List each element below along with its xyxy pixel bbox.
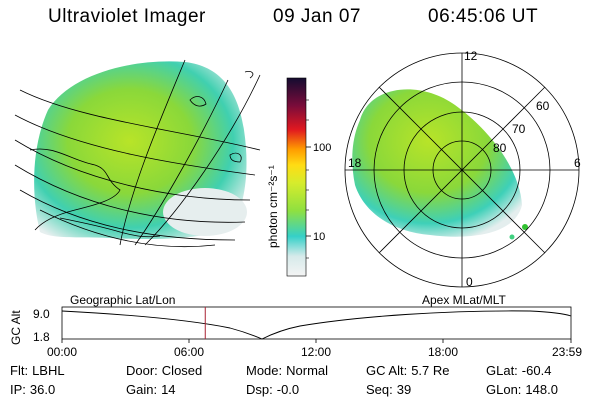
lat-label-60: 60: [536, 99, 550, 113]
timeline-x-tick-0000: 00:00: [47, 345, 77, 359]
geographic-image: [14, 59, 261, 248]
status-gain: Gain: 14: [126, 382, 176, 397]
observation-date: 09 Jan 07: [273, 6, 361, 27]
status-ip: IP: 36.0: [10, 382, 56, 397]
colorbar-tick-100: 100: [313, 142, 331, 154]
status-gc-alt: GC Alt: 5.7 Re: [366, 363, 450, 378]
colorbar-unit-label: photon cm⁻²s⁻¹: [266, 165, 280, 248]
timeline-y-tick-low: 1.8: [33, 330, 50, 344]
timeline-y-axis-label: GC Alt: [9, 310, 23, 345]
colorbar: 100 10 photon cm⁻²s⁻¹: [266, 77, 331, 277]
mlt-label-12: 12: [464, 49, 478, 63]
timeline-altitude-curve: [61, 310, 572, 340]
mlt-label-18: 18: [348, 156, 362, 170]
status-flt: Flt: LBHL: [10, 363, 65, 378]
status-glat: GLat: -60.4: [486, 363, 552, 378]
mlt-label-0: 0: [466, 275, 473, 289]
polar-plot: 12 18 6 0 60 70 80: [344, 49, 581, 289]
lat-label-70: 70: [512, 122, 526, 136]
status-door: Door: Closed: [126, 363, 203, 378]
status-mode: Mode: Normal: [246, 363, 329, 378]
lat-label-80: 80: [493, 141, 507, 155]
timeline-x-tick-2359: 23:59: [552, 345, 582, 359]
timeline-x-tick-1800: 18:00: [428, 345, 458, 359]
timeline-left-label: Geographic Lat/Lon: [70, 293, 175, 307]
imager-title: Ultraviolet Imager: [48, 6, 206, 27]
status-seq: Seq: 39: [366, 382, 412, 397]
observation-time: 06:45:06 UT: [428, 6, 539, 27]
status-glon: GLon: 148.0: [486, 382, 558, 397]
mlt-label-6: 6: [574, 156, 581, 170]
timeline-right-label: Apex MLat/MLT: [422, 293, 506, 307]
timeline-x-tick-0600: 06:00: [174, 345, 204, 359]
timeline-y-tick-high: 9.0: [33, 307, 50, 321]
status-dsp: Dsp: -0.0: [246, 382, 300, 397]
timeline: Geographic Lat/Lon Apex MLat/MLT GC Alt …: [9, 293, 582, 359]
timeline-x-tick-1200: 12:00: [301, 345, 331, 359]
colorbar-tick-10: 10: [313, 231, 325, 243]
